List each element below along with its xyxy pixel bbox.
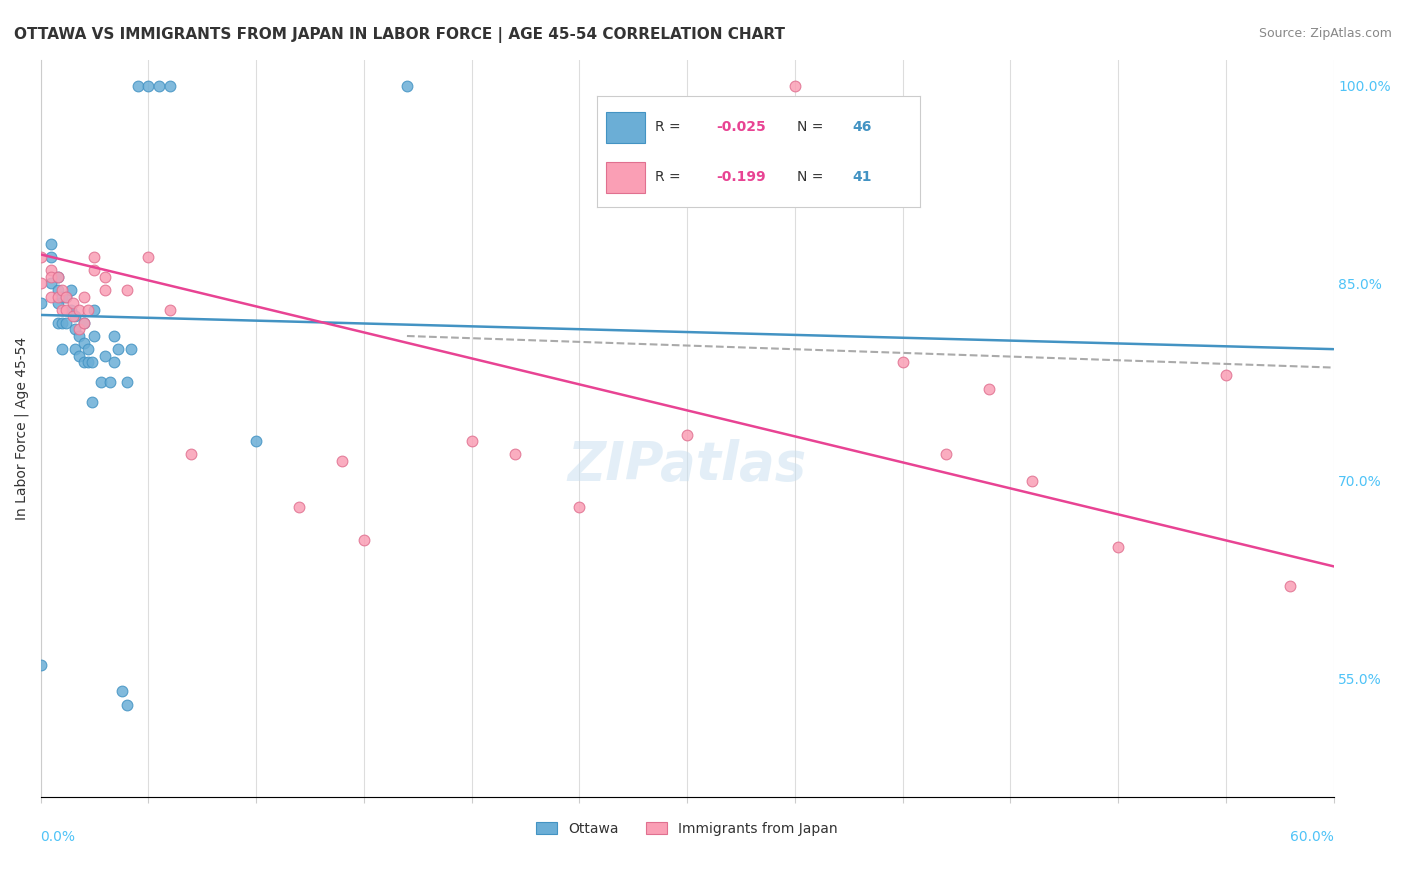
Legend: Ottawa, Immigrants from Japan: Ottawa, Immigrants from Japan <box>530 816 844 841</box>
Point <box>55 289 77 303</box>
Text: 60.0%: 60.0% <box>1289 830 1333 844</box>
Text: 0.0%: 0.0% <box>41 830 76 844</box>
Point <box>77 302 100 317</box>
Point <box>73 289 96 303</box>
Point <box>83 329 105 343</box>
Point <box>159 78 181 93</box>
Point <box>353 533 375 547</box>
Point <box>83 250 105 264</box>
Point <box>51 289 73 303</box>
Point <box>73 316 96 330</box>
Point <box>676 427 699 442</box>
Point <box>30 658 52 673</box>
Point <box>148 78 170 93</box>
Point <box>977 382 1000 396</box>
Point <box>63 322 86 336</box>
Point <box>783 78 806 93</box>
Point <box>59 283 82 297</box>
Text: Source: ZipAtlas.com: Source: ZipAtlas.com <box>1258 27 1392 40</box>
Point <box>41 250 63 264</box>
Point <box>41 289 63 303</box>
Point <box>46 289 69 303</box>
Point <box>51 316 73 330</box>
Point <box>103 355 125 369</box>
Point <box>120 342 142 356</box>
Point <box>330 454 353 468</box>
Point <box>935 447 957 461</box>
Point <box>73 316 96 330</box>
Point <box>159 302 181 317</box>
Point <box>115 283 138 297</box>
Point <box>73 355 96 369</box>
Point <box>568 500 591 514</box>
Point <box>83 263 105 277</box>
Text: OTTAWA VS IMMIGRANTS FROM JAPAN IN LABOR FORCE | AGE 45-54 CORRELATION CHART: OTTAWA VS IMMIGRANTS FROM JAPAN IN LABOR… <box>14 27 785 43</box>
Point <box>41 277 63 291</box>
Point <box>46 269 69 284</box>
Point <box>94 283 117 297</box>
Point <box>395 78 418 93</box>
Point <box>180 447 202 461</box>
Point <box>67 329 90 343</box>
Point <box>77 342 100 356</box>
Point <box>41 236 63 251</box>
Point <box>67 322 90 336</box>
Point <box>62 296 84 310</box>
Point <box>30 277 52 291</box>
Point <box>67 349 90 363</box>
Point <box>46 296 69 310</box>
Point <box>115 698 138 712</box>
Point <box>46 283 69 297</box>
Point <box>891 355 914 369</box>
Point <box>55 302 77 317</box>
Point <box>1021 474 1043 488</box>
Point <box>94 269 117 284</box>
Point <box>51 283 73 297</box>
Y-axis label: In Labor Force | Age 45-54: In Labor Force | Age 45-54 <box>15 336 30 520</box>
Point <box>138 78 160 93</box>
Point <box>73 335 96 350</box>
Point <box>107 342 129 356</box>
Point <box>62 310 84 324</box>
Point <box>90 375 112 389</box>
Text: ZIPatlas: ZIPatlas <box>568 439 807 491</box>
Point <box>503 447 526 461</box>
Point <box>127 78 149 93</box>
Point <box>46 269 69 284</box>
Point <box>51 302 73 317</box>
Point <box>59 302 82 317</box>
Point <box>41 269 63 284</box>
Point <box>55 316 77 330</box>
Point <box>115 375 138 389</box>
Point <box>83 302 105 317</box>
Point <box>138 250 160 264</box>
Point <box>63 310 86 324</box>
Point <box>103 329 125 343</box>
Point <box>77 355 100 369</box>
Point <box>67 302 90 317</box>
Point <box>55 289 77 303</box>
Point <box>30 250 52 264</box>
Point <box>94 349 117 363</box>
Point <box>460 434 482 449</box>
Point <box>1107 540 1129 554</box>
Point <box>82 394 104 409</box>
Point <box>63 342 86 356</box>
Point <box>111 684 134 698</box>
Point <box>98 375 121 389</box>
Point <box>288 500 311 514</box>
Point <box>46 316 69 330</box>
Point <box>82 355 104 369</box>
Point <box>1215 368 1237 383</box>
Point <box>1279 579 1302 593</box>
Point <box>30 296 52 310</box>
Point <box>51 342 73 356</box>
Point <box>245 434 267 449</box>
Point <box>41 263 63 277</box>
